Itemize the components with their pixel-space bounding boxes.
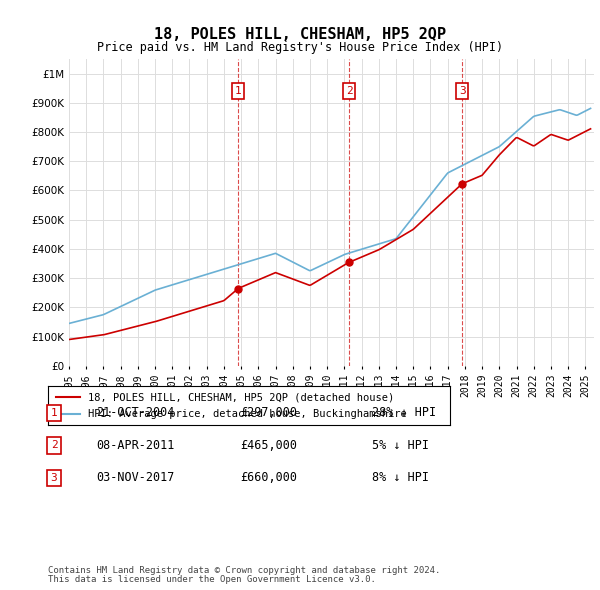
Text: 8% ↓ HPI: 8% ↓ HPI xyxy=(372,471,429,484)
Text: 18, POLES HILL, CHESHAM, HP5 2QP: 18, POLES HILL, CHESHAM, HP5 2QP xyxy=(154,27,446,41)
Text: This data is licensed under the Open Government Licence v3.0.: This data is licensed under the Open Gov… xyxy=(48,575,376,584)
Text: HPI: Average price, detached house, Buckinghamshire: HPI: Average price, detached house, Buck… xyxy=(88,409,407,419)
Text: 2: 2 xyxy=(346,86,352,96)
Text: 2: 2 xyxy=(50,441,58,450)
Text: 03-NOV-2017: 03-NOV-2017 xyxy=(96,471,175,484)
Text: £297,000: £297,000 xyxy=(240,407,297,419)
Text: £465,000: £465,000 xyxy=(240,439,297,452)
Text: 3: 3 xyxy=(459,86,466,96)
Text: Price paid vs. HM Land Registry's House Price Index (HPI): Price paid vs. HM Land Registry's House … xyxy=(97,41,503,54)
Text: Contains HM Land Registry data © Crown copyright and database right 2024.: Contains HM Land Registry data © Crown c… xyxy=(48,566,440,575)
Text: 28% ↓ HPI: 28% ↓ HPI xyxy=(372,407,436,419)
Text: 5% ↓ HPI: 5% ↓ HPI xyxy=(372,439,429,452)
Text: 3: 3 xyxy=(50,473,58,483)
Text: 21-OCT-2004: 21-OCT-2004 xyxy=(96,407,175,419)
Text: 08-APR-2011: 08-APR-2011 xyxy=(96,439,175,452)
Text: £660,000: £660,000 xyxy=(240,471,297,484)
Text: 18, POLES HILL, CHESHAM, HP5 2QP (detached house): 18, POLES HILL, CHESHAM, HP5 2QP (detach… xyxy=(88,392,394,402)
Text: 1: 1 xyxy=(50,408,58,418)
Text: 1: 1 xyxy=(235,86,241,96)
